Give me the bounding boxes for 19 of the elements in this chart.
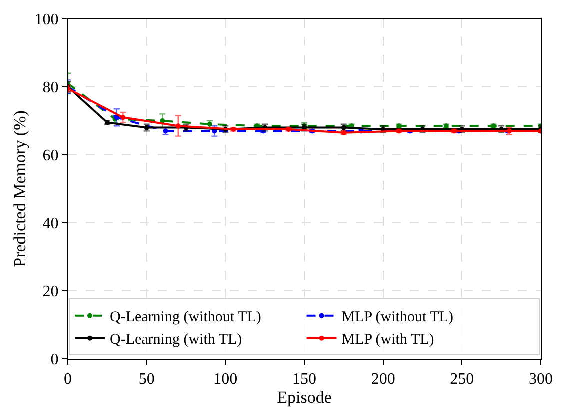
legend-label: Q-Learning (with TL) bbox=[110, 332, 242, 348]
x-tick-label: 300 bbox=[529, 371, 553, 388]
x-tick-label: 50 bbox=[138, 371, 155, 388]
y-axis-title: Predicted Memory (%) bbox=[10, 110, 30, 268]
y-tick-label: 80 bbox=[42, 80, 59, 97]
x-tick-label: 0 bbox=[64, 371, 72, 388]
x-tick-label: 250 bbox=[450, 371, 474, 388]
y-tick-label: 60 bbox=[42, 148, 59, 165]
y-tick-label: 100 bbox=[34, 12, 59, 29]
legend-label: Q-Learning (without TL) bbox=[110, 310, 262, 326]
x-tick-label: 150 bbox=[292, 371, 316, 388]
y-tick-label: 20 bbox=[42, 284, 59, 301]
legend-label: MLP (without TL) bbox=[342, 310, 454, 326]
x-tick-label: 100 bbox=[214, 371, 238, 388]
x-axis-title: Episode bbox=[277, 388, 332, 408]
y-tick-label: 0 bbox=[50, 352, 59, 369]
x-tick-label: 200 bbox=[371, 371, 396, 388]
y-tick-label: 40 bbox=[42, 216, 59, 233]
legend-label: MLP (with TL) bbox=[342, 332, 434, 348]
